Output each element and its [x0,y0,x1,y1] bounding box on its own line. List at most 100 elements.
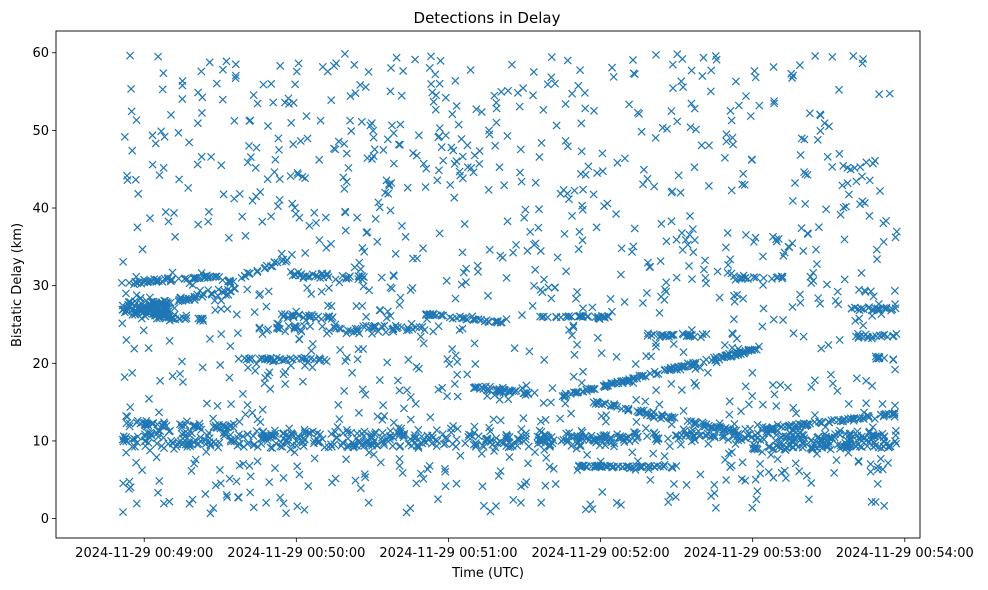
detection-point [182,311,191,320]
detection-point [841,202,851,211]
detection-point [799,246,808,256]
detection-point [452,101,461,111]
detection-point [754,342,763,351]
detection-point [457,280,466,289]
y-axis: 0 10 20 30 40 50 60 [32,46,56,527]
detection-point [231,74,240,83]
detection-point [457,134,466,144]
detection-point [687,437,696,446]
detection-point [809,276,818,285]
detection-point [249,91,258,100]
detection-point [679,425,688,434]
detection-point [119,257,128,266]
detection-point [148,131,157,140]
detection-point [398,468,407,477]
detection-point [330,323,339,332]
detection-point [193,160,202,169]
detection-point [376,458,385,467]
detection-point [849,416,858,425]
x-tick-label: 2024-11-29 00:52:00 [532,546,670,561]
detection-point [194,88,203,97]
detection-point [749,237,758,246]
detection-point [222,490,231,499]
detection-point [752,495,761,504]
detection-point [885,89,894,98]
detection-point [828,379,837,388]
detection-point [851,316,860,325]
detection-point [721,455,730,464]
detection-point [187,466,196,475]
detection-point [539,312,548,321]
detection-point [120,373,129,382]
detection-point [550,79,560,88]
detection-point [128,435,137,444]
detection-point [657,219,666,228]
detection-point [443,392,452,401]
detection-point [810,411,819,420]
detection-point [796,420,806,429]
detection-point [497,87,506,96]
detection-point [132,116,141,125]
y-tick-label: 40 [32,202,49,217]
detection-point [510,344,519,353]
detection-point [840,275,849,284]
detection-point [290,270,299,279]
detection-point [562,267,571,276]
detection-point [516,145,525,154]
detection-point [296,325,305,334]
detection-point [630,224,639,233]
detection-point [411,55,420,64]
detection-point [867,497,876,506]
detection-point [606,434,615,444]
detection-point [517,177,526,186]
detection-point [251,163,260,172]
detection-point [531,178,540,187]
detection-point [539,105,548,114]
detection-point [842,443,852,452]
detection-point [293,462,302,471]
detection-point [132,499,141,508]
detection-point [612,352,621,361]
detection-point [386,87,395,96]
detection-point [399,66,408,76]
detection-point [646,475,655,484]
detection-point [875,331,885,340]
detection-point [261,373,270,382]
detection-point [707,492,716,501]
detection-point [627,247,637,256]
detection-point [121,289,131,298]
detection-point [570,350,579,359]
detection-point [714,423,723,432]
detection-point [391,249,400,258]
detection-point [235,461,244,470]
detection-point [485,245,494,254]
detection-point [281,379,290,389]
detection-point [267,79,276,88]
detection-point [206,440,215,449]
detection-point [168,439,177,448]
detection-point [795,290,805,299]
detection-point [562,429,571,438]
detection-point [521,390,530,400]
detection-point [168,372,177,381]
detection-point [838,181,847,190]
detection-point [750,66,759,75]
detection-point [781,474,790,483]
detection-point [777,422,786,431]
detection-point [889,355,898,364]
detection-point [178,377,187,387]
detection-point [307,346,316,355]
detection-point [463,370,472,379]
detection-point [154,277,163,286]
detection-point [199,316,208,326]
detection-point [327,314,336,323]
detection-point [331,275,340,284]
detection-point [358,385,367,394]
detection-point [223,423,232,432]
detection-point [708,431,717,440]
detection-point [374,198,383,207]
detection-point [629,463,638,472]
detection-point [461,439,470,448]
detection-point [243,363,253,372]
detection-point [484,185,493,194]
